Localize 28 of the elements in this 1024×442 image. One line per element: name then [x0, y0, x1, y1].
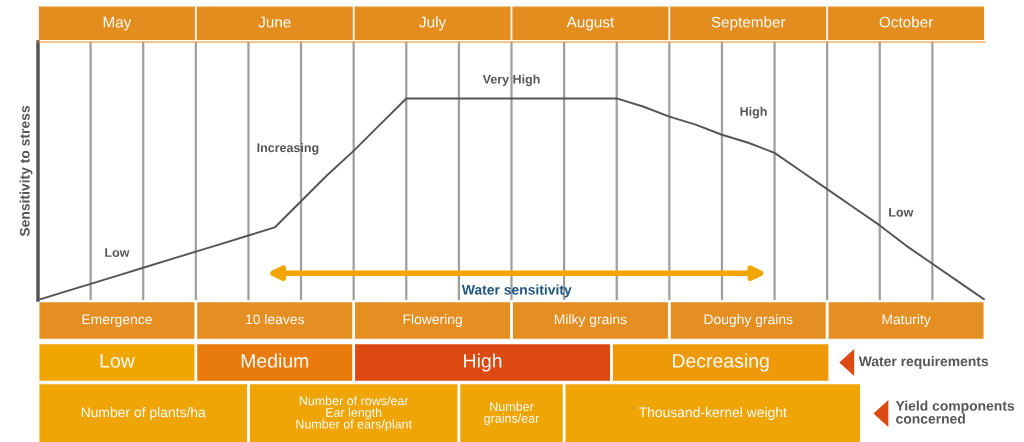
annotation: Low: [105, 248, 130, 257]
text: Decreasing: [673, 353, 769, 372]
y-axis-title: Sensitivity to stress: [19, 105, 33, 237]
text: High: [464, 353, 502, 372]
text: Low: [100, 354, 135, 368]
text: October: [879, 16, 933, 28]
annotation: Low: [889, 207, 914, 217]
text: Milky grains: [554, 314, 627, 327]
text: Thousand-kernel weight: [638, 407, 787, 420]
text: Number of rows/ear Ear length Number of ears/plant: [296, 396, 412, 431]
text: Yield components concerned: [895, 400, 1015, 424]
text: July: [419, 16, 447, 31]
text: Very High: [482, 74, 540, 87]
text: August: [566, 16, 615, 31]
text: Medium: [241, 353, 309, 368]
text: Number grains/ear: [484, 401, 540, 426]
text: September: [711, 16, 786, 31]
text: 10 leaves: [246, 314, 304, 325]
text: Flowering: [403, 314, 462, 327]
text: Water requirements: [858, 356, 989, 369]
text: May: [103, 16, 132, 31]
text: Number of plants/ha: [81, 407, 206, 420]
text: Doughy grains: [704, 314, 793, 327]
annotation: High: [740, 106, 767, 119]
text: June: [258, 16, 291, 28]
text: Emergence: [82, 314, 152, 327]
text: Maturity: [882, 314, 931, 327]
annotation: Water sensitivity: [461, 284, 572, 298]
